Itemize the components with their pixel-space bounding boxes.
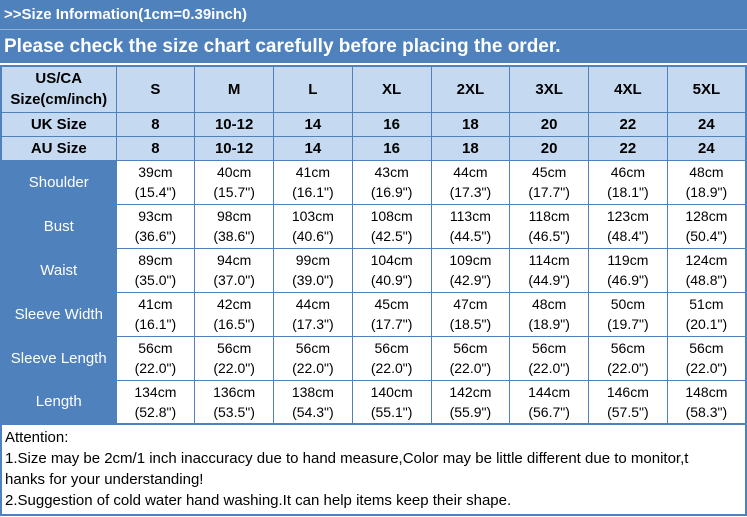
waist-cell: 99cm (39.0") [273,247,353,293]
attention-line-2: hanks for your understanding! [5,471,204,488]
sleeve-width-label: Sleeve Width [0,291,117,337]
bust-label: Bust [0,203,117,249]
sleeve-width-cell: 48cm (18.9") [509,291,589,337]
sleeve-length-cell: 56cm (22.0") [273,335,353,381]
shoulder-cell: 48cm (18.9") [666,159,747,205]
attention-section: Attention: 1.Size may be 2cm/1 inch inac… [0,425,747,516]
au-size-cell: 16 [351,135,432,161]
uk-size-cell: 24 [666,111,747,137]
shoulder-cell: 45cm (17.7") [509,159,589,205]
sleeve-width-cell: 42cm (16.5") [194,291,274,337]
bust-cell: 93cm (36.6") [115,203,196,249]
shoulder-cell: 41cm (16.1") [273,159,353,205]
shoulder-cell: 44cm (17.3") [430,159,511,205]
uk-size-cell: 16 [351,111,432,137]
sleeve-length-cell: 56cm (22.0") [588,335,668,381]
au-size-cell: 22 [588,135,668,161]
length-cell: 140cm (55.1") [351,379,432,425]
au-size-cell: 10-12 [194,135,274,161]
length-cell: 148cm (58.3") [666,379,747,425]
sleeve-length-cell: 56cm (22.0") [509,335,589,381]
column-header-2xl: 2XL [430,65,511,113]
column-header-s: S [115,65,196,113]
uk-size-label: UK Size [0,111,117,137]
length-row: Length 134cm (52.8") 136cm (53.5") 138cm… [0,379,747,425]
bust-cell: 123cm (48.4") [588,203,668,249]
sleeve-width-cell: 41cm (16.1") [115,291,196,337]
waist-cell: 109cm (42.9") [430,247,511,293]
sleeve-length-label: Sleeve Length [0,335,117,381]
uk-size-cell: 8 [115,111,196,137]
waist-cell: 104cm (40.9") [351,247,432,293]
uk-size-row: UK Size 8 10-12 14 16 18 20 22 24 [0,111,747,137]
sleeve-length-cell: 56cm (22.0") [115,335,196,381]
uk-size-cell: 10-12 [194,111,274,137]
column-header-5xl: 5XL [666,65,747,113]
column-header-m: M [194,65,274,113]
waist-cell: 94cm (37.0") [194,247,274,293]
sleeve-length-cell: 56cm (22.0") [666,335,747,381]
corner-header-us-ca-size: US/CA Size(cm/inch) [0,65,117,113]
waist-cell: 89cm (35.0") [115,247,196,293]
shoulder-cell: 39cm (15.4") [115,159,196,205]
size-chart-table: US/CA Size(cm/inch) S M L XL 2XL 3XL 4XL… [0,65,747,425]
length-cell: 138cm (54.3") [273,379,353,425]
bust-cell: 128cm (50.4") [666,203,747,249]
size-header-row: US/CA Size(cm/inch) S M L XL 2XL 3XL 4XL… [0,65,747,113]
length-cell: 144cm (56.7") [509,379,589,425]
length-cell: 136cm (53.5") [194,379,274,425]
column-header-4xl: 4XL [588,65,668,113]
sleeve-width-cell: 47cm (18.5") [430,291,511,337]
attention-line-3: 2.Suggestion of cold water hand washing.… [5,492,512,509]
sleeve-length-row: Sleeve Length 56cm (22.0") 56cm (22.0") … [0,335,747,381]
bust-row: Bust 93cm (36.6") 98cm (38.6") 103cm (40… [0,203,747,249]
au-size-cell: 20 [509,135,589,161]
size-information-title: >>Size Information(1cm=0.39inch) [0,0,747,30]
uk-size-cell: 20 [509,111,589,137]
sleeve-length-cell: 56cm (22.0") [194,335,274,381]
uk-size-cell: 18 [430,111,511,137]
au-size-row: AU Size 8 10-12 14 16 18 20 22 24 [0,135,747,161]
sleeve-width-cell: 50cm (19.7") [588,291,668,337]
sleeve-width-cell: 45cm (17.7") [351,291,432,337]
length-cell: 146cm (57.5") [588,379,668,425]
waist-cell: 119cm (46.9") [588,247,668,293]
au-size-cell: 18 [430,135,511,161]
bust-cell: 103cm (40.6") [273,203,353,249]
attention-line-1: 1.Size may be 2cm/1 inch inaccuracy due … [5,450,689,467]
au-size-label: AU Size [0,135,117,161]
au-size-cell: 8 [115,135,196,161]
waist-row: Waist 89cm (35.0") 94cm (37.0") 99cm (39… [0,247,747,293]
shoulder-cell: 40cm (15.7") [194,159,274,205]
shoulder-cell: 43cm (16.9") [351,159,432,205]
bust-cell: 113cm (44.5") [430,203,511,249]
shoulder-label: Shoulder [0,159,117,205]
uk-size-cell: 22 [588,111,668,137]
length-cell: 134cm (52.8") [115,379,196,425]
uk-size-cell: 14 [273,111,353,137]
sleeve-width-cell: 51cm (20.1") [666,291,747,337]
length-label: Length [0,379,117,425]
attention-heading: Attention: [5,429,69,446]
bust-cell: 98cm (38.6") [194,203,274,249]
shoulder-row: Shoulder 39cm (15.4") 40cm (15.7") 41cm … [0,159,747,205]
bust-cell: 118cm (46.5") [509,203,589,249]
bust-cell: 108cm (42.5") [351,203,432,249]
size-chart-notice: Please check the size chart carefully be… [0,30,747,63]
column-header-xl: XL [351,65,432,113]
waist-cell: 114cm (44.9") [509,247,589,293]
sleeve-width-cell: 44cm (17.3") [273,291,353,337]
sleeve-width-row: Sleeve Width 41cm (16.1") 42cm (16.5") 4… [0,291,747,337]
au-size-cell: 24 [666,135,747,161]
shoulder-cell: 46cm (18.1") [588,159,668,205]
waist-cell: 124cm (48.8") [666,247,747,293]
banner-table-divider [0,63,747,65]
sleeve-length-cell: 56cm (22.0") [430,335,511,381]
column-header-l: L [273,65,353,113]
au-size-cell: 14 [273,135,353,161]
length-cell: 142cm (55.9") [430,379,511,425]
column-header-3xl: 3XL [509,65,589,113]
waist-label: Waist [0,247,117,293]
sleeve-length-cell: 56cm (22.0") [351,335,432,381]
